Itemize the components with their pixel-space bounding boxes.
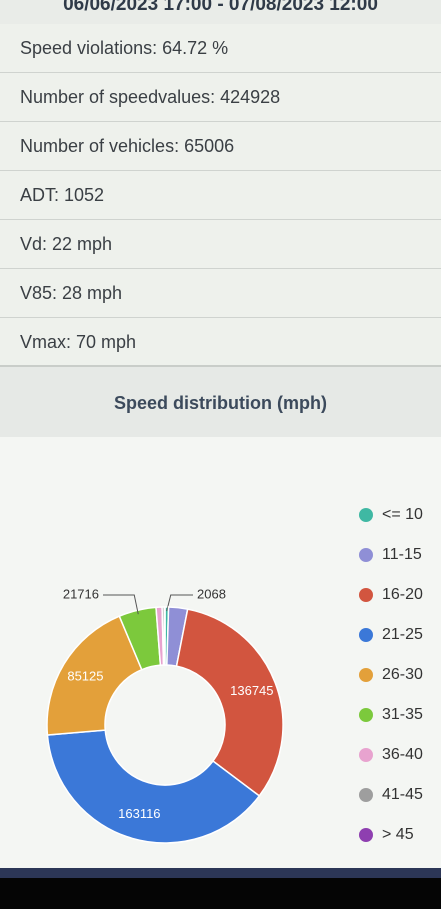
legend-label: 36-40 [382, 746, 423, 763]
legend-swatch [359, 708, 373, 722]
legend-swatch [359, 828, 373, 842]
legend-label: 26-30 [382, 666, 423, 683]
legend-swatch [359, 788, 373, 802]
legend-swatch [359, 748, 373, 762]
stat-row: Speed violations: 64.72 % [0, 24, 441, 73]
nav-bar [0, 878, 441, 909]
legend-swatch [359, 508, 373, 522]
legend-label: > 45 [382, 826, 414, 843]
slice-label: 136745 [230, 683, 273, 698]
legend-label: 11-15 [382, 546, 422, 563]
donut-slice [46, 729, 261, 844]
stat-row: Number of vehicles: 65006 [0, 122, 441, 171]
legend-label: <= 10 [382, 506, 423, 523]
slice-label: 2068 [197, 586, 226, 601]
donut-slice [175, 608, 284, 797]
nav-strip [0, 868, 441, 878]
slice-label: 21716 [63, 586, 99, 601]
legend-swatch [359, 628, 373, 642]
stat-row: Vd: 22 mph [0, 220, 441, 269]
legend-swatch [359, 588, 373, 602]
legend-label: 21-25 [382, 626, 423, 643]
stat-row: Number of speedvalues: 424928 [0, 73, 441, 122]
slice-label: 85125 [67, 668, 103, 683]
slice-label: 163116 [118, 806, 160, 821]
stat-row: V85: 28 mph [0, 269, 441, 318]
leader-line [103, 594, 139, 615]
chart-title: Speed distribution (mph) [0, 365, 441, 439]
stat-row: Vmax: 70 mph [0, 318, 441, 367]
legend-label: 41-45 [382, 786, 423, 803]
legend-label: 16-20 [382, 586, 423, 603]
stat-row: ADT: 1052 [0, 171, 441, 220]
donut-slice [46, 615, 143, 736]
legend-swatch [359, 668, 373, 682]
donut-slice [163, 606, 166, 666]
chart: 2068 136745 163116 85125 21716 <= 10 11-15 16-2… [0, 437, 441, 868]
date-range: 06/06/2023 17:00 - 07/08/2023 12:00 [63, 0, 378, 15]
stats-list: Speed violations: 64.72 % Number of speed… [0, 24, 441, 367]
legend-swatch [359, 548, 373, 562]
legend-label: 31-35 [382, 706, 423, 723]
leader-line [166, 594, 193, 612]
